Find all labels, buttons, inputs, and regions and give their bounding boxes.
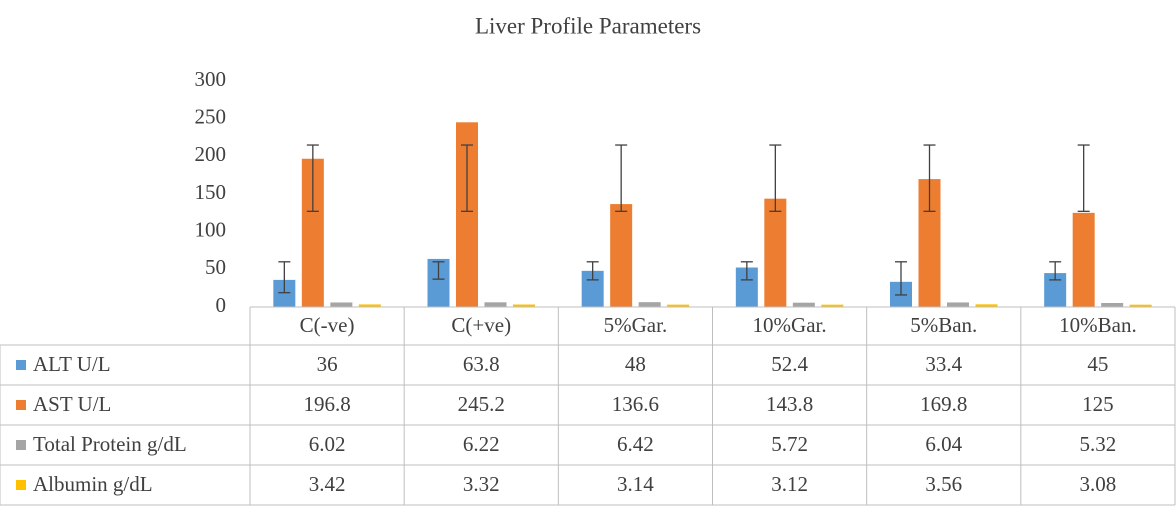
y-tick-label: 300 — [195, 67, 227, 91]
table-value: 6.42 — [617, 432, 654, 456]
bar — [638, 302, 661, 307]
table-value: 196.8 — [303, 392, 350, 416]
table-value: 6.22 — [463, 432, 500, 456]
y-tick-label: 50 — [205, 255, 226, 279]
bar — [1129, 304, 1152, 307]
table-value: 33.4 — [925, 352, 962, 376]
table-value: 3.08 — [1080, 472, 1117, 496]
x-tick-label: C(+ve) — [451, 313, 511, 337]
table-value: 48 — [625, 352, 646, 376]
table-value: 3.56 — [925, 472, 962, 496]
table-value: 143.8 — [766, 392, 813, 416]
legend-swatch — [16, 360, 26, 370]
table-value: 36 — [317, 352, 338, 376]
y-tick-label: 250 — [195, 104, 227, 128]
x-tick-label: C(-ve) — [300, 313, 355, 337]
table-value: 3.12 — [771, 472, 808, 496]
legend-swatch — [16, 440, 26, 450]
bar — [764, 198, 787, 307]
bar — [735, 267, 758, 307]
bar — [1072, 212, 1095, 307]
table-value: 3.14 — [617, 472, 654, 496]
bar — [513, 304, 535, 307]
bar — [330, 302, 353, 307]
table-value: 136.6 — [612, 392, 659, 416]
legend-label: Total Protein g/dL — [33, 432, 187, 456]
bar — [1044, 273, 1067, 307]
bar — [427, 258, 450, 307]
table-value: 45 — [1087, 352, 1108, 376]
legend-label: Albumin g/dL — [33, 472, 153, 496]
table-value: 52.4 — [771, 352, 808, 376]
bar — [667, 304, 690, 307]
x-tick-label: 10%Gar. — [753, 313, 827, 337]
y-tick-label: 150 — [195, 180, 227, 204]
legend-label: AST U/L — [33, 392, 111, 416]
bar — [301, 158, 324, 307]
bar — [456, 122, 478, 307]
legend-label: ALT U/L — [33, 352, 111, 376]
legend-swatch — [16, 400, 26, 410]
bar — [610, 204, 633, 307]
y-tick-label: 0 — [216, 293, 227, 317]
table-value: 125 — [1082, 392, 1114, 416]
bar — [975, 304, 998, 307]
chart-title: Liver Profile Parameters — [475, 13, 701, 38]
x-tick-label: 10%Ban. — [1059, 313, 1137, 337]
bar — [792, 302, 815, 307]
bar — [947, 302, 969, 307]
table-value: 6.04 — [925, 432, 962, 456]
table-value: 169.8 — [920, 392, 967, 416]
table-value: 245.2 — [458, 392, 505, 416]
table-value: 5.32 — [1080, 432, 1117, 456]
y-tick-label: 200 — [195, 142, 227, 166]
table-value: 63.8 — [463, 352, 500, 376]
table-value: 3.42 — [309, 472, 346, 496]
bar — [484, 302, 507, 307]
bar — [821, 304, 844, 307]
table-value: 6.02 — [309, 432, 346, 456]
legend-swatch — [16, 480, 26, 490]
y-tick-label: 100 — [195, 217, 227, 241]
bar — [1101, 302, 1124, 307]
bar — [273, 279, 296, 307]
table-value: 3.32 — [463, 472, 500, 496]
bar — [358, 304, 381, 307]
table-value: 5.72 — [771, 432, 808, 456]
x-tick-label: 5%Ban. — [910, 313, 977, 337]
x-tick-label: 5%Gar. — [604, 313, 668, 337]
